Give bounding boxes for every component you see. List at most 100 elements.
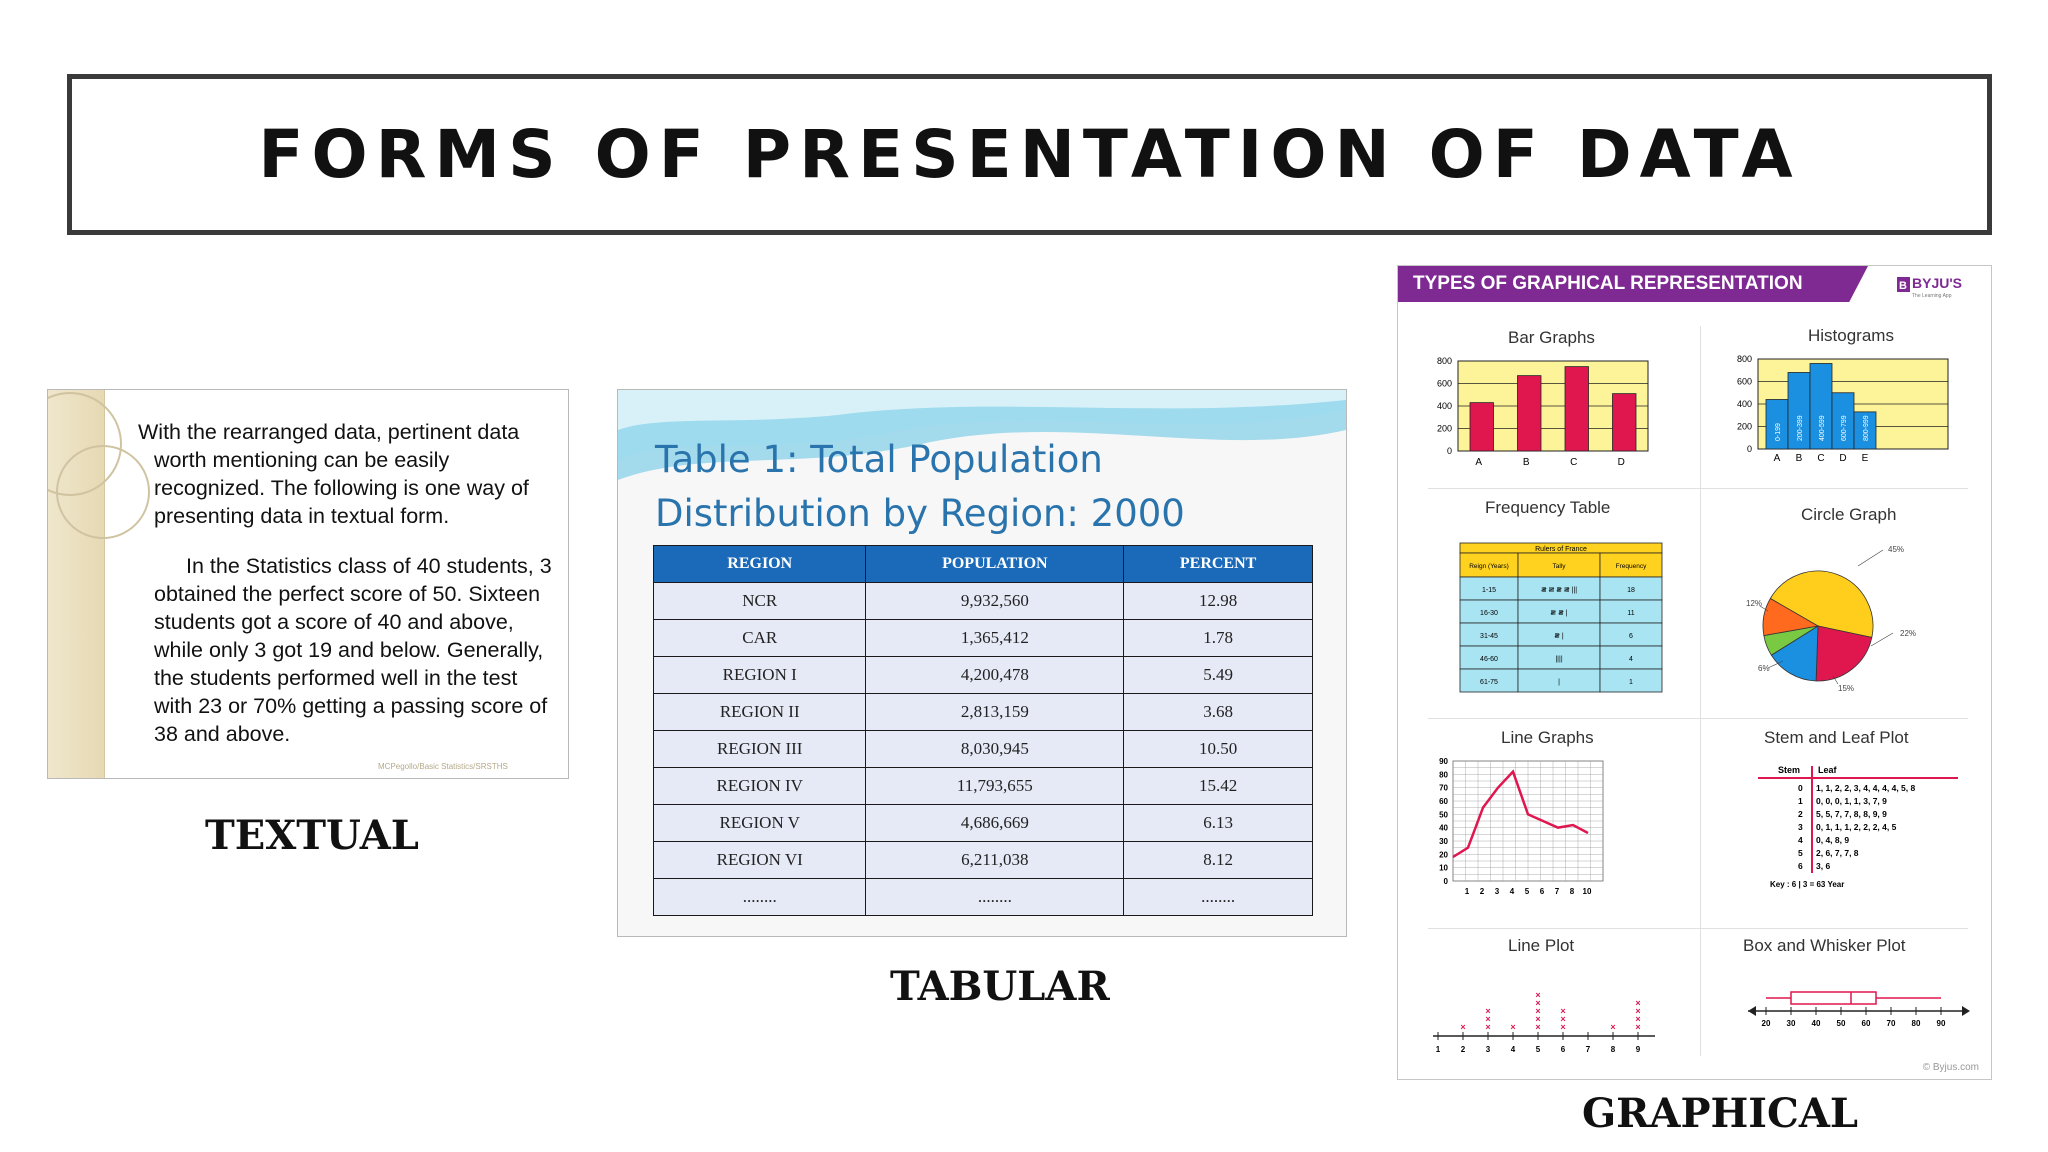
x-tick-label: D <box>1839 453 1846 464</box>
y-tick-label: 30 <box>1439 837 1448 846</box>
y-tick-label: 400 <box>1737 399 1752 409</box>
slice-label: 6% <box>1758 664 1770 673</box>
x-tick-label: D <box>1618 457 1625 468</box>
cell-text: 1-15 <box>1482 587 1496 594</box>
y-tick-label: 0 <box>1747 444 1752 454</box>
cell-region: ........ <box>652 878 867 916</box>
x-tick-label: C <box>1570 457 1577 468</box>
pie-slice <box>1762 597 1820 637</box>
plot-mark: × <box>1635 1014 1640 1024</box>
plot-mark: × <box>1460 1022 1465 1032</box>
y-tick-label: 400 <box>1437 401 1452 411</box>
leader-line <box>1857 549 1884 567</box>
x-tick-label: A <box>1475 457 1482 468</box>
y-tick-label: 600 <box>1437 379 1452 389</box>
stem-value: 5 <box>1798 848 1803 858</box>
table-title: Table 1: Total Population Distribution b… <box>655 433 1185 541</box>
cell-percent: 1.78 <box>1123 619 1313 657</box>
histogram-bar <box>1853 411 1877 450</box>
leaf-values: 0, 0, 0, 1, 1, 3, 7, 9 <box>1816 796 1887 806</box>
grid-divider <box>1428 718 1968 719</box>
x-tick-label: 1 <box>1465 887 1470 896</box>
x-tick-label: 6 <box>1540 887 1545 896</box>
pie-slice <box>1770 625 1819 682</box>
bin-label: 0-199 <box>1775 423 1782 441</box>
plot-mark: × <box>1485 1022 1490 1032</box>
table-title-line-2: Distribution by Region: 2000 <box>655 492 1185 535</box>
plot-mark: × <box>1560 1022 1565 1032</box>
cell-percent: 5.49 <box>1123 656 1313 694</box>
bar <box>1612 393 1637 452</box>
tick-label: 90 <box>1937 1019 1946 1028</box>
leaf-values: 5, 5, 7, 7, 8, 8, 9, 9 <box>1816 809 1887 819</box>
bin-label: 400-599 <box>1819 415 1826 441</box>
grid-divider <box>1700 326 1701 1056</box>
cell-text: 16-30 <box>1480 610 1498 617</box>
column-header-region: REGION <box>652 545 867 583</box>
table-row: ........................ <box>652 878 1313 916</box>
slice-label: 12% <box>1746 599 1762 608</box>
y-tick-label: 600 <box>1737 377 1752 387</box>
stem-header: Stem <box>1778 765 1800 775</box>
cell-text: 46-60 <box>1480 656 1498 663</box>
frequency-table-title: Frequency Table <box>1485 498 1611 517</box>
plot-mark: × <box>1510 1022 1515 1032</box>
cell-population: 8,030,945 <box>865 730 1125 768</box>
y-tick-label: 80 <box>1439 770 1448 779</box>
header-label: Tally <box>1552 563 1566 570</box>
y-tick-label: 0 <box>1444 877 1449 886</box>
bin-label: 800-999 <box>1863 415 1870 441</box>
cell-text: 11 <box>1627 610 1634 617</box>
textual-credit: MCPegollo/Basic Statistics/SRSTHS <box>378 762 508 771</box>
column-header-percent: PERCENT <box>1123 545 1313 583</box>
cell-text: | <box>1558 679 1560 686</box>
y-tick-label: 10 <box>1439 864 1448 873</box>
circle-graph-chart: 45% 22% 15% 6% 12% <box>1746 545 1916 693</box>
tick-label: 2 <box>1461 1045 1466 1054</box>
tick-label: 6 <box>1561 1045 1566 1054</box>
tick-label: 30 <box>1787 1019 1796 1028</box>
plot-mark: × <box>1560 1014 1565 1024</box>
plot-mark: × <box>1635 1022 1640 1032</box>
leaf-header: Leaf <box>1818 765 1838 775</box>
leaf-values: 0, 4, 8, 9 <box>1816 835 1849 845</box>
cell-population: 6,211,038 <box>865 841 1125 879</box>
x-tick-label: 7 <box>1555 887 1560 896</box>
cell-population: 2,813,159 <box>865 693 1125 731</box>
leader-line <box>1767 660 1784 669</box>
tabular-example-panel: Table 1: Total Population Distribution b… <box>617 389 1347 937</box>
plot-mark: × <box>1535 1022 1540 1032</box>
stem-leaf-title: Stem and Leaf Plot <box>1764 728 1909 747</box>
box-whisker-title: Box and Whisker Plot <box>1743 936 1906 955</box>
cell-percent: ........ <box>1123 878 1313 916</box>
table-row: CAR 1,365,412 1.78 <box>652 619 1313 657</box>
tick-label: 7 <box>1586 1045 1591 1054</box>
table-cell <box>1599 668 1663 693</box>
textual-caption: TEXTUAL <box>205 812 419 859</box>
stem-value: 2 <box>1798 809 1803 819</box>
line-graph-title: Line Graphs <box>1501 728 1594 747</box>
cell-population: ........ <box>865 878 1125 916</box>
y-tick-label: 200 <box>1737 422 1752 432</box>
tick-label: 3 <box>1486 1045 1491 1054</box>
stem-value: 1 <box>1798 796 1803 806</box>
cell-text: 𝍸 𝍸 𝍸 𝍸 ||| <box>1541 587 1577 594</box>
x-tick-label: E <box>1862 453 1869 464</box>
x-tick-label: 3 <box>1495 887 1500 896</box>
graphical-example-panel: TYPES OF GRAPHICAL REPRESENTATION B BYJU… <box>1397 265 1992 1080</box>
tick-label: 60 <box>1862 1019 1871 1028</box>
header-cell <box>1517 552 1601 578</box>
cell-population: 4,686,669 <box>865 804 1125 842</box>
svg-text:The Learning App: The Learning App <box>1912 293 1952 299</box>
graphical-banner: TYPES OF GRAPHICAL REPRESENTATION <box>1398 266 1868 302</box>
cell-text: 𝍸 | <box>1554 633 1564 640</box>
line-plot-title: Line Plot <box>1508 936 1575 955</box>
decorative-ring <box>56 445 150 539</box>
tick-label: 1 <box>1436 1045 1441 1054</box>
cell-region: REGION I <box>652 656 867 694</box>
leader-line <box>1832 675 1839 685</box>
cell-region: NCR <box>652 582 867 620</box>
cell-region: REGION II <box>652 693 867 731</box>
cell-text: 6 <box>1629 633 1633 640</box>
textual-example-panel: With the rearranged data, pertinent data… <box>47 389 569 779</box>
